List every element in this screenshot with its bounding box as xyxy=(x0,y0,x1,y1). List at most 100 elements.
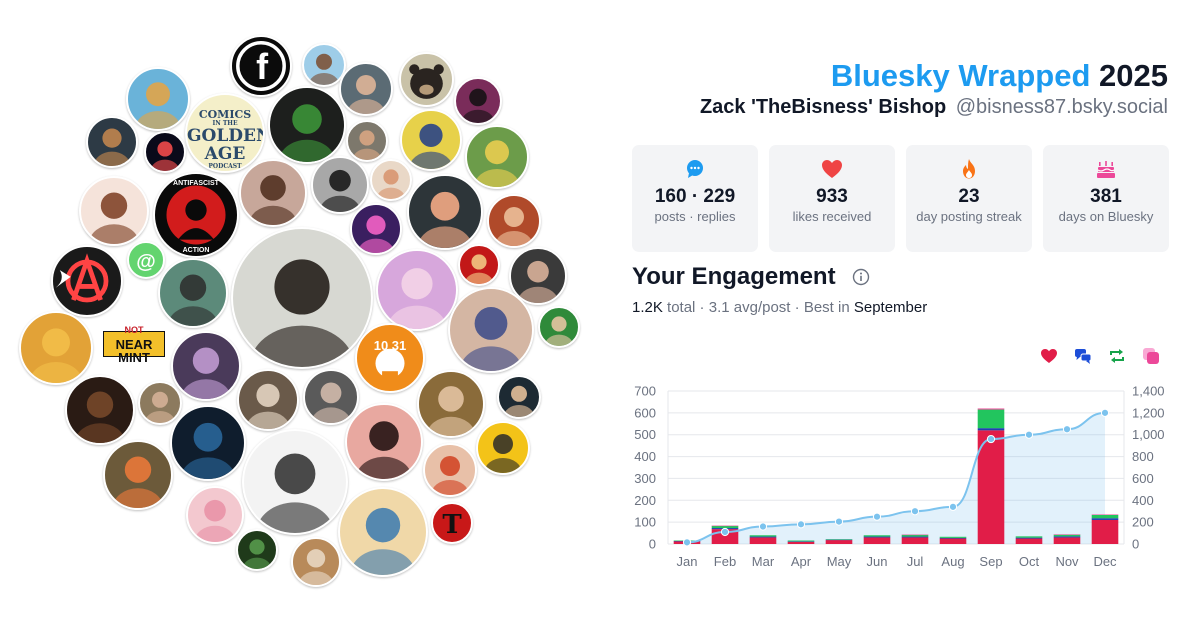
avatar xyxy=(51,245,123,317)
avatar xyxy=(538,306,580,348)
avatar: COMICS IN THE GOLDEN AGE PODCAST xyxy=(185,93,265,173)
avatar xyxy=(407,174,483,250)
avatar xyxy=(417,370,485,438)
bar-likes xyxy=(977,430,1005,544)
x-tick-label: Feb xyxy=(714,554,736,569)
cumulative-point xyxy=(682,538,692,547)
avatar: T xyxy=(431,502,473,544)
chart-legend xyxy=(1040,347,1160,365)
stat-card-days: 381 days on Bluesky xyxy=(1043,145,1169,252)
stat-card-posts: 160 · 229 posts · replies xyxy=(632,145,758,252)
avatar xyxy=(171,331,241,401)
avatar xyxy=(509,247,567,305)
y-left-tick-label: 600 xyxy=(634,405,656,420)
bar-quotes xyxy=(711,525,739,527)
avatar: @ xyxy=(127,241,165,279)
avatar xyxy=(454,77,502,125)
engagement-best-month: September xyxy=(853,299,928,316)
avatar xyxy=(144,131,186,173)
bar-likes xyxy=(1091,519,1119,544)
brand-title: Bluesky Wrapped xyxy=(830,58,1091,93)
stat-label: likes received xyxy=(792,209,872,224)
avatar xyxy=(346,120,388,162)
cumulative-point xyxy=(986,434,996,444)
heart-icon[interactable] xyxy=(1040,347,1058,365)
x-tick-label: Jun xyxy=(867,554,888,569)
y-right-tick-label: 400 xyxy=(1132,493,1154,508)
avatar xyxy=(458,244,500,286)
quote-icon[interactable] xyxy=(1142,347,1160,365)
avatar xyxy=(65,375,135,445)
y-left-tick-label: 0 xyxy=(649,537,656,552)
y-left-tick-label: 300 xyxy=(634,471,656,486)
cumulative-point xyxy=(1024,430,1034,439)
avatar xyxy=(126,67,190,131)
repost-icon[interactable] xyxy=(1108,347,1126,365)
bar-reposts xyxy=(1091,514,1119,519)
bar-likes xyxy=(1015,538,1043,544)
display-name: Zack 'TheBisness' Bishop xyxy=(699,96,947,118)
y-right-tick-label: 1,400 xyxy=(1132,384,1165,399)
bar-reposts xyxy=(977,409,1005,429)
bar-replies xyxy=(1091,518,1119,520)
bar-replies xyxy=(863,536,891,538)
engagement-title: Your Engagement xyxy=(632,263,836,290)
bar-quotes xyxy=(1053,534,1081,535)
y-left-tick-label: 500 xyxy=(634,427,656,442)
bar-replies xyxy=(939,537,967,539)
y-left-tick-label: 700 xyxy=(634,384,656,399)
bar-quotes xyxy=(977,408,1005,410)
stat-label: days on Bluesky xyxy=(1058,209,1154,224)
bar-replies xyxy=(1015,537,1043,539)
avatar xyxy=(370,159,412,201)
avatar xyxy=(239,159,307,227)
flame-icon xyxy=(963,159,975,179)
stat-value: 160 · 229 xyxy=(654,186,736,207)
avatar xyxy=(103,440,173,510)
avatar: 10 31 xyxy=(355,323,425,393)
avatar-collage: f COMICS IN THE GOLDEN AGE PODCAST ANTIFASCIST… xyxy=(19,35,580,587)
bar-reposts xyxy=(901,534,929,537)
replies-icon[interactable] xyxy=(1074,347,1092,365)
info-icon[interactable] xyxy=(852,268,870,286)
avatar xyxy=(448,287,534,373)
bar-replies xyxy=(825,539,853,541)
avatar xyxy=(237,369,299,431)
year-title: 2025 xyxy=(1099,58,1168,93)
bar-reposts xyxy=(749,535,777,537)
avatar xyxy=(231,227,373,369)
bar-likes xyxy=(825,540,853,544)
cumulative-point xyxy=(720,527,730,537)
heart-icon xyxy=(822,160,842,178)
avatar xyxy=(497,375,541,419)
bar-likes xyxy=(901,537,929,544)
stat-label: day posting streak xyxy=(916,209,1022,224)
logo-letter: f xyxy=(256,46,269,87)
avatar xyxy=(345,403,423,481)
bar-quotes xyxy=(901,534,929,536)
avatar xyxy=(465,125,529,189)
bar-replies xyxy=(1053,536,1081,538)
bar-likes xyxy=(939,538,967,544)
avatar xyxy=(242,429,348,535)
y-right-tick-label: 600 xyxy=(1132,471,1154,486)
bar-reposts xyxy=(787,540,815,542)
cake-icon xyxy=(1097,161,1115,178)
engagement-avg: 3.1 avg/post xyxy=(708,299,791,316)
avatar xyxy=(476,421,530,475)
bar-reposts xyxy=(711,525,739,529)
avatar xyxy=(19,311,93,385)
user-line: Zack 'TheBisness' Bishop @bisness87.bsky… xyxy=(700,96,1168,119)
chart-grid xyxy=(667,390,1125,545)
page-title: Bluesky Wrapped 2025 xyxy=(831,58,1168,94)
y-right-tick-label: 800 xyxy=(1132,449,1154,464)
avatar xyxy=(339,62,393,116)
y-left-tick-label: 200 xyxy=(634,493,656,508)
avatar xyxy=(138,381,182,425)
avatar xyxy=(398,51,454,107)
cumulative-point xyxy=(796,520,806,529)
bar-reposts xyxy=(1053,534,1081,537)
avatar xyxy=(158,258,228,328)
x-tick-label: Jul xyxy=(907,554,924,569)
bar-likes xyxy=(749,537,777,544)
